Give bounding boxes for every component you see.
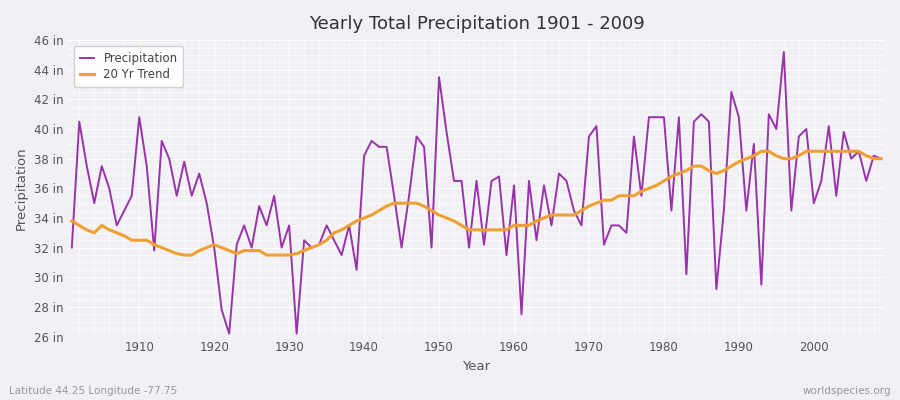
20 Yr Trend xyxy=(344,223,355,228)
X-axis label: Year: Year xyxy=(463,360,491,373)
Line: Precipitation: Precipitation xyxy=(72,52,881,334)
20 Yr Trend xyxy=(756,149,767,154)
Y-axis label: Precipitation: Precipitation xyxy=(15,146,28,230)
20 Yr Trend xyxy=(67,218,77,223)
20 Yr Trend xyxy=(606,198,616,203)
20 Yr Trend xyxy=(508,223,519,228)
20 Yr Trend xyxy=(516,223,526,228)
Precipitation xyxy=(778,50,789,54)
Precipitation xyxy=(299,238,310,243)
Text: worldspecies.org: worldspecies.org xyxy=(803,386,891,396)
Legend: Precipitation, 20 Yr Trend: Precipitation, 20 Yr Trend xyxy=(74,46,184,87)
Precipitation xyxy=(344,223,355,228)
Precipitation xyxy=(508,183,519,188)
Precipitation xyxy=(67,245,77,250)
20 Yr Trend xyxy=(299,248,310,253)
20 Yr Trend xyxy=(179,253,190,258)
Precipitation xyxy=(126,193,137,198)
Precipitation xyxy=(876,156,886,161)
20 Yr Trend xyxy=(876,156,886,161)
Line: 20 Yr Trend: 20 Yr Trend xyxy=(72,151,881,255)
Title: Yearly Total Precipitation 1901 - 2009: Yearly Total Precipitation 1901 - 2009 xyxy=(309,15,644,33)
Text: Latitude 44.25 Longitude -77.75: Latitude 44.25 Longitude -77.75 xyxy=(9,386,177,396)
20 Yr Trend xyxy=(126,238,137,243)
Precipitation xyxy=(606,223,616,228)
Precipitation xyxy=(224,331,235,336)
Precipitation xyxy=(516,312,526,317)
